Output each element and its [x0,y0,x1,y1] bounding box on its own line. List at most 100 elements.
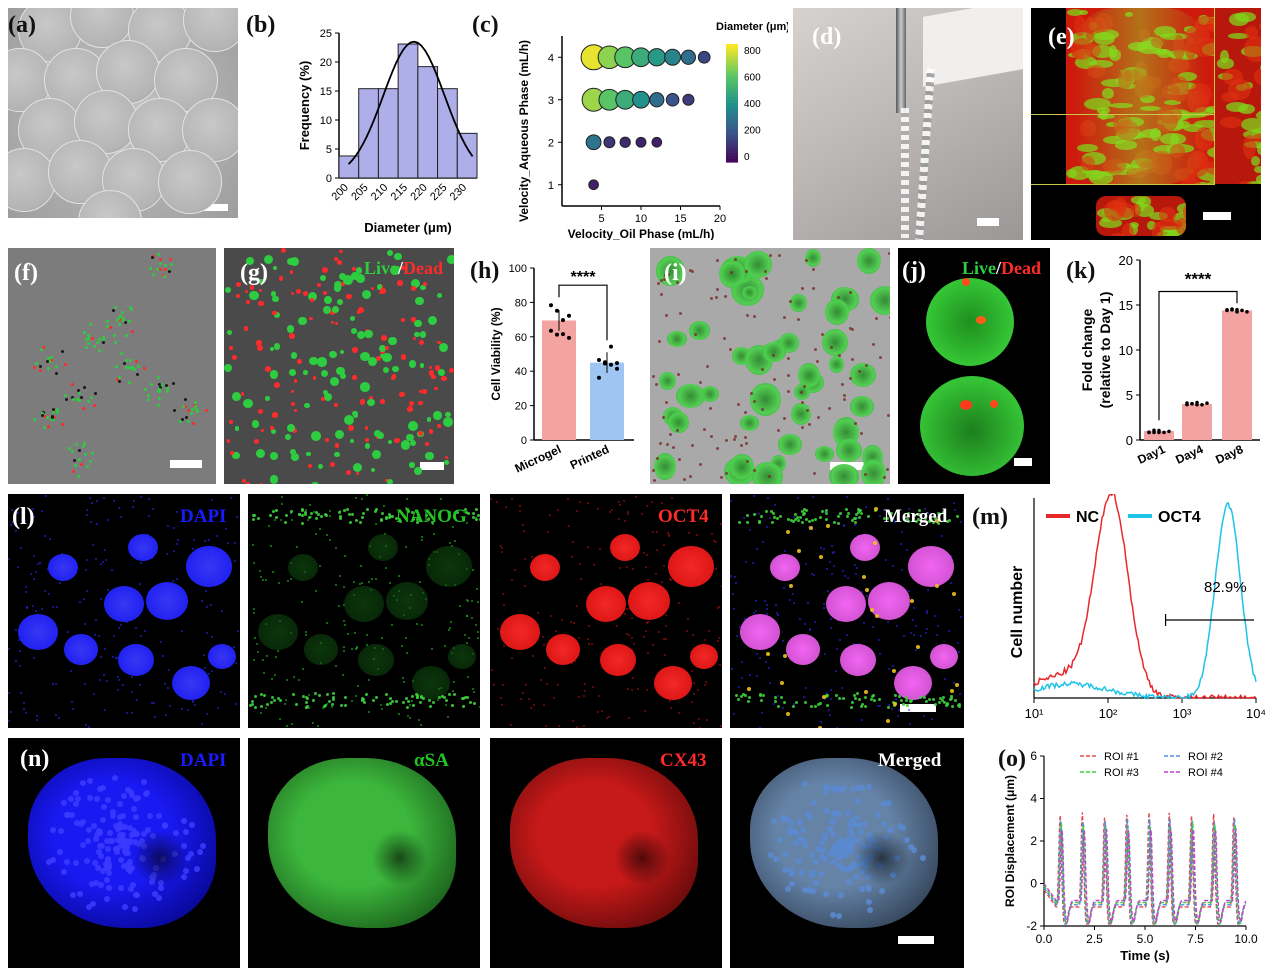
y-tick-label: 20 [320,57,332,69]
bubble [631,47,651,68]
y-tick-label: 80 [515,297,527,309]
data-point [1185,401,1189,405]
colorbar-segment [726,61,738,66]
x-tick-label: 2.5 [1086,932,1103,946]
bubble [588,179,599,191]
y-tick-label: 15 [320,86,332,98]
y-tick-label: 0 [521,435,527,447]
panel-label-c: (c) [472,12,499,38]
significance-bracket [558,284,608,341]
colorbar-segment [726,97,738,101]
live-label: Live [364,258,398,278]
y-tick-label: 2 [548,137,554,149]
colorbar-segment [726,132,738,137]
scale-bar [1203,212,1231,220]
colorbar-segment [726,135,738,139]
viability-bar [590,362,624,440]
y-tick-label: 5 [326,144,332,156]
x-tick-label: 200 [330,182,351,203]
panel-label-d: (d) [812,24,842,50]
live-dead-label-j: Live/Dead [962,258,1041,279]
y-tick-label: 1 [548,180,554,192]
colorbar-segment [726,46,738,51]
legend-oct4-label: OCT4 [1158,509,1201,526]
colorbar-segment [726,73,738,78]
colorbar-tick-label: 800 [744,46,761,57]
x-tick-label: 10⁴ [1246,706,1266,721]
legend-label: ROI #1 [1104,751,1139,763]
legend-label: ROI #4 [1188,767,1223,779]
channel-label-dapi: DAPI [180,506,227,527]
data-point [597,375,601,380]
data-point [561,332,565,337]
colorbar-segment [726,44,738,48]
panel-b-histogram: 0 5 10 15 20 25 200 205 210 215 220 225 230 Diameter … [245,8,485,240]
panel-label-h: (h) [470,258,500,284]
channel-label-oct4: OCT4 [658,506,709,527]
x-tick-label: 210 [369,182,390,203]
data-point [609,344,613,349]
x-tick-label: Printed [568,442,611,472]
dead-label: Dead [1001,258,1042,278]
panel-l-dapi [8,494,240,728]
y-tick-label: 20 [515,401,527,413]
colorbar-segment [726,88,738,92]
y-tick-label: 10 [1119,343,1133,358]
panel-h-viability: 0 20 40 60 80 100 Microgel Printed **** Cell Viab… [470,248,640,488]
x-tick-label: 10 [635,213,647,225]
data-point [567,335,571,340]
channel-label-cx43: CX43 [660,750,707,771]
data-point [549,303,553,308]
panel-label-a: (a) [8,12,36,38]
colorbar-segment [726,129,738,134]
x-tick-label: 10² [1099,706,1118,721]
colorbar-segment [726,144,738,148]
channel-label-merged: Merged [884,506,948,527]
series-roi-line [1043,821,1247,925]
colorbar-segment [726,126,738,131]
displacement-chart: -2 0 2 4 6 0.0 2.5 5.0 7.5 10.0 ROI #1 ROI #2 ROI #3… [1003,749,1258,963]
y-axis-title: Cell number [1009,566,1026,658]
legend-nc-label: NC [1076,509,1100,526]
colorbar-tick-label: 0 [744,152,750,163]
scale-bar [900,704,936,712]
y-tick-label: 4 [1030,792,1037,806]
panel-l-merged [730,494,964,728]
series-nc-line [1033,494,1257,700]
panel-j-spheroid-live-dead [898,248,1050,484]
panel-label-k: (k) [1066,258,1096,284]
bubble [649,92,665,108]
x-tick-label: 10¹ [1025,706,1044,721]
bubble [664,48,682,66]
scale-bar [170,460,202,468]
data-point [1200,402,1204,407]
data-point [549,328,553,333]
x-tick-label: 10.0 [1234,932,1258,946]
hist-bar [397,43,419,179]
colorbar-segment [726,150,738,154]
data-point [1230,307,1234,311]
viability-chart: 0 20 40 60 80 100 Microgel Printed **** Cell Viab… [489,263,634,476]
colorbar-segment [726,123,738,128]
x-tick-label: 225 [428,182,449,203]
significance-label: **** [571,269,597,286]
colorbar-segment [726,49,738,54]
scale-bar [898,936,934,944]
x-tick-label: 5 [598,213,604,225]
x-tick-label: Day4 [1173,442,1205,467]
bubble [665,92,680,107]
x-tick-label: 10³ [1173,706,1192,721]
colorbar-segment [726,108,738,113]
y-axis-title: Frequency (%) [297,61,312,151]
panel-label-j: (j) [902,258,926,284]
panel-a-microgel-image [8,8,238,218]
gate-label: 82.9% [1204,579,1247,596]
y-tick-label: 2 [1030,834,1037,848]
data-point [555,332,559,337]
spheroid [268,758,456,928]
colorbar-title: Diameter (μm) [716,21,788,33]
data-point [1240,308,1244,313]
colorbar-segment [726,159,738,163]
y-axis-title-line1: Fold change [1079,309,1095,392]
